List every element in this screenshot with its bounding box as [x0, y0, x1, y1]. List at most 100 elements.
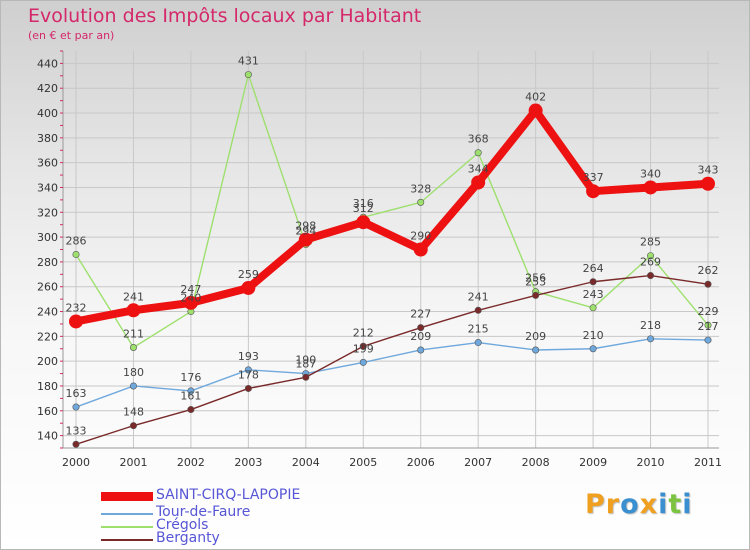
data-label: 227 [410, 308, 431, 321]
data-label: 340 [640, 167, 661, 180]
logo-letter: t [668, 489, 683, 520]
x-tick-label: 2005 [349, 456, 377, 469]
data-label: 368 [468, 133, 489, 146]
data-label: 286 [66, 234, 87, 247]
data-point [474, 149, 482, 157]
data-label: 180 [123, 366, 144, 379]
data-label: 243 [583, 288, 604, 301]
data-point [647, 272, 655, 280]
data-label: 133 [66, 424, 87, 437]
legend-label-cregols: Crégols [156, 517, 209, 533]
y-tick-label: 180 [37, 380, 58, 393]
data-label: 209 [525, 330, 546, 343]
data-point [417, 324, 425, 332]
x-tick-label: 2003 [234, 456, 262, 469]
data-point [589, 304, 597, 312]
data-label: 209 [410, 330, 431, 343]
data-label: 163 [66, 387, 87, 400]
legend-label-tour-de-faure: Tour-de-Faure [156, 504, 251, 520]
data-point [417, 198, 425, 206]
data-label: 217 [698, 320, 719, 333]
data-point [704, 336, 712, 344]
data-point [413, 242, 428, 257]
data-label: 312 [353, 202, 374, 215]
data-label: 285 [640, 236, 661, 249]
data-point [704, 280, 712, 288]
data-label: 193 [238, 350, 259, 363]
data-point [647, 252, 655, 260]
logo-letter: x [639, 489, 659, 520]
data-point [356, 215, 371, 230]
chart-title: Evolution des Impôts locaux par Habitant [28, 5, 422, 27]
data-label: 190 [295, 354, 316, 367]
y-tick-label: 360 [37, 157, 58, 170]
legend-swatch-saint-cirq-lapopie [101, 492, 153, 501]
data-label: 215 [468, 323, 489, 336]
data-point [69, 314, 83, 329]
data-point [72, 440, 80, 448]
data-label: 316 [353, 197, 374, 210]
y-tick-label: 300 [37, 231, 58, 244]
y-tick-label: 260 [37, 281, 58, 294]
x-tick-label: 2011 [694, 456, 722, 469]
data-point [589, 345, 597, 353]
data-label: 290 [410, 230, 431, 243]
data-point [586, 184, 601, 199]
data-point [643, 180, 658, 195]
data-label: 402 [525, 91, 546, 104]
y-tick-label: 340 [37, 181, 58, 194]
data-point [647, 335, 655, 343]
data-label: 199 [353, 342, 374, 355]
data-label: 269 [640, 256, 661, 269]
data-label: 210 [583, 329, 604, 342]
legend-swatch-cregols [101, 526, 153, 528]
data-label: 218 [640, 319, 661, 332]
data-point [701, 176, 715, 191]
y-tick-label: 200 [37, 355, 58, 368]
data-label: 262 [698, 264, 719, 277]
data-point [417, 346, 425, 354]
logo-letter: r [605, 489, 621, 520]
data-point [359, 358, 367, 366]
series-line-1 [75, 338, 709, 408]
data-label: 344 [468, 163, 489, 176]
logo-letter: i [658, 489, 669, 520]
data-point [244, 384, 252, 392]
data-point [532, 291, 540, 299]
x-tick-label: 2010 [637, 456, 665, 469]
legend-swatch-tour-de-faure [101, 513, 153, 515]
series-line-3 [75, 274, 709, 445]
data-label: 240 [180, 292, 201, 305]
data-point [241, 280, 256, 295]
data-point [72, 403, 80, 411]
x-tick-label: 2008 [522, 456, 550, 469]
data-label: 241 [123, 290, 144, 303]
data-label: 253 [525, 275, 546, 288]
data-label: 256 [525, 272, 546, 285]
logo-letter: o [620, 489, 640, 520]
data-label: 187 [295, 357, 316, 370]
data-label: 247 [180, 283, 201, 296]
y-tick-label: 380 [37, 132, 58, 145]
data-point [129, 382, 137, 390]
y-tick-label: 240 [37, 306, 58, 319]
data-point [474, 339, 482, 347]
data-label: 148 [123, 406, 144, 419]
data-point [244, 71, 252, 79]
data-point [72, 250, 80, 258]
data-point [532, 346, 540, 354]
legend-label-saint-cirq-lapopie: SAINT-CIRQ-LAPOPIE [156, 487, 301, 503]
x-tick-label: 2004 [292, 456, 320, 469]
legend-swatch-berganty [101, 539, 153, 541]
data-point [187, 387, 195, 395]
y-tick-label: 400 [37, 107, 58, 120]
data-label: 328 [410, 182, 431, 195]
data-point [302, 373, 310, 381]
data-label: 264 [583, 262, 604, 275]
data-label: 176 [180, 371, 201, 384]
data-point [474, 306, 482, 314]
x-tick-label: 2001 [119, 456, 147, 469]
data-label: 229 [698, 305, 719, 318]
data-label: 211 [123, 328, 144, 341]
